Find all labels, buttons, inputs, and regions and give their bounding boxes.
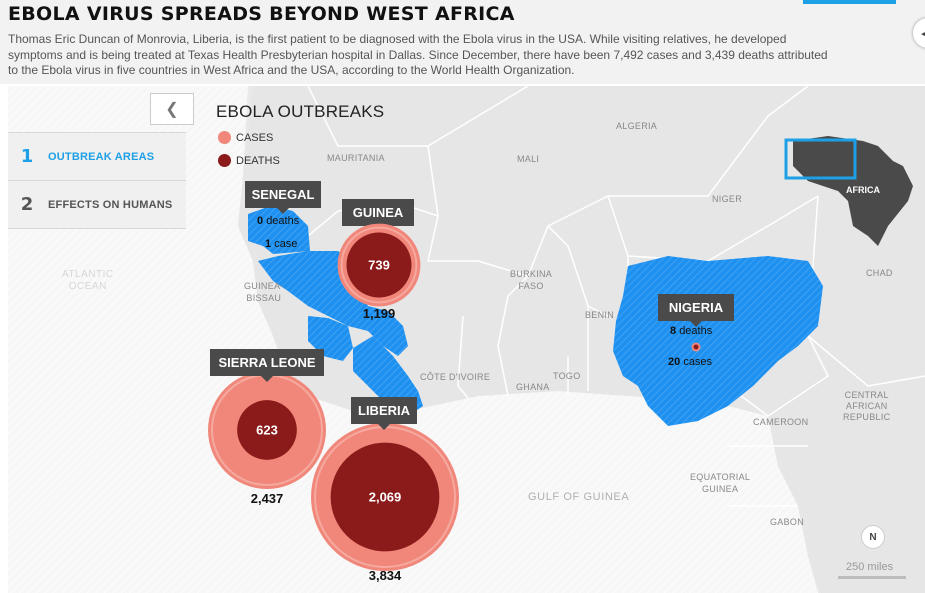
place-eq-guinea-line2: GUINEA — [701, 484, 739, 494]
sidebar-item-label: OUTBREAK AREAS — [48, 150, 155, 163]
africa-inset-highlight — [784, 138, 857, 180]
scale-label: 250 miles — [846, 561, 894, 573]
country-tag-nigeria[interactable]: NIGERIA — [658, 294, 734, 327]
cases-swatch — [218, 131, 231, 144]
sidebar-item-label: EFFECTS ON HUMANS — [48, 198, 173, 211]
legend-deaths-label: DEATHS — [236, 154, 280, 167]
place-equatorial-guinea: EQUATORIAL GUINEA — [690, 472, 750, 494]
country-tag-senegal[interactable]: SENEGAL — [245, 181, 321, 214]
place-burkina-line1: BURKINA — [510, 269, 553, 279]
guinea-deaths-bubble[interactable] — [346, 232, 412, 298]
sidebar-item-outbreak-areas[interactable]: 1 OUTBREAK AREAS — [8, 132, 186, 180]
country-tag-sierra-leone[interactable]: SIERRA LEONE — [210, 349, 324, 382]
sierra-leone-deaths-bubble[interactable] — [237, 400, 297, 460]
country-tag-liberia[interactable]: LIBERIA — [351, 397, 417, 430]
deaths-swatch — [218, 154, 231, 167]
share-icon: ◀ — [921, 27, 925, 40]
ocean-hatch — [8, 86, 818, 593]
place-atlantic-ocean: ATLANTIC OCEAN — [62, 269, 114, 293]
place-atlantic-line1: ATLANTIC — [62, 269, 114, 280]
liberia-deaths-label: 2,069 — [368, 489, 402, 505]
place-chad: CHAD — [866, 268, 893, 278]
place-benin: BENIN — [585, 310, 615, 320]
place-algeria: ALGERIA — [616, 121, 658, 131]
nigeria-cases: 20 cases — [668, 356, 712, 368]
north-arrow-icon: N — [861, 525, 885, 549]
place-guinea-bissau-line1: GUINEA- — [244, 281, 284, 291]
sidebar: 1 OUTBREAK AREAS 2 EFFECTS ON HUMANS — [8, 132, 186, 229]
guinea-shape — [258, 251, 408, 356]
place-atlantic-line2: OCEAN — [68, 281, 107, 292]
place-niger: NIGER — [712, 194, 743, 204]
page-title: EBOLA VIRUS SPREADS BEYOND WEST AFRICA — [8, 3, 515, 25]
senegal-deaths-value: 0 — [257, 215, 264, 227]
guinea-cases-ring — [340, 226, 418, 304]
nigeria-deaths: 8 deaths — [670, 325, 712, 337]
legend-cases: CASES — [218, 131, 273, 144]
header: EBOLA VIRUS SPREADS BEYOND WEST AFRICA T… — [0, 0, 925, 84]
place-central-african-republic: CENTRAL AFRICAN REPUBLIC — [843, 390, 890, 422]
legend-title: EBOLA OUTBREAKS — [216, 102, 385, 121]
place-burkina-line2: FASO — [518, 281, 544, 291]
africa-inset — [784, 136, 913, 246]
senegal-deaths-label: deaths — [266, 215, 300, 227]
share-button[interactable]: ◀ — [913, 18, 925, 48]
nigeria-deaths-label: deaths — [679, 325, 713, 337]
legend-cases-label: CASES — [236, 131, 274, 144]
liberia-cases-total: 3,834 — [368, 568, 402, 583]
sidebar-divider — [8, 228, 186, 229]
africa-inset-label: AFRICA — [846, 185, 880, 195]
place-eq-guinea-line1: EQUATORIAL — [690, 472, 751, 482]
africa-silhouette — [793, 136, 913, 246]
nigeria-cases-label: cases — [683, 356, 713, 368]
place-mali: MALI — [517, 154, 540, 164]
sidebar-item-number: 1 — [20, 146, 34, 167]
senegal-cases-value: 1 — [265, 238, 272, 250]
place-gabon: GABON — [770, 517, 805, 527]
place-cameroon: CAMEROON — [753, 417, 809, 427]
senegal-cases-label: case — [274, 238, 298, 250]
liberia-deaths-bubble[interactable] — [330, 442, 440, 552]
place-guinea-bissau-line2: BISSAU — [246, 293, 282, 303]
place-mauritania: MAURITANIA — [327, 153, 385, 163]
nigeria-cases-value: 20 — [668, 356, 681, 368]
place-gulf-of-guinea: GULF OF GUINEA — [528, 491, 630, 503]
sierra-leone-cases-total: 2,437 — [250, 491, 284, 506]
senegal-shape — [248, 206, 310, 254]
guinea-deaths-label: 739 — [368, 257, 390, 273]
sidebar-item-number: 2 — [20, 194, 34, 215]
place-guinea-bissau: GUINEA- BISSAU — [244, 281, 284, 303]
chevron-left-icon: ❮ — [165, 101, 179, 118]
place-car-line2: AFRICAN — [845, 401, 888, 411]
sierra-leone-deaths-label: 623 — [256, 422, 278, 438]
place-togo: TOGO — [553, 371, 581, 381]
place-cote-divoire: CÔTE D'IVOIRE — [420, 372, 491, 382]
place-car-line1: CENTRAL — [844, 390, 889, 400]
nigeria-deaths-value: 8 — [670, 325, 677, 337]
place-ghana: GHANA — [516, 382, 550, 392]
intro-text: Thomas Eric Duncan of Monrovia, Liberia,… — [8, 32, 828, 77]
guinea-cases-total: 1,199 — [362, 306, 396, 321]
scale-bar — [838, 576, 906, 579]
senegal-cases: 1 case — [265, 238, 297, 250]
sidebar-item-effects-on-humans[interactable]: 2 EFFECTS ON HUMANS — [8, 180, 186, 228]
place-burkina-faso: BURKINA FASO — [510, 269, 552, 291]
collapse-sidebar-button[interactable]: ❮ — [150, 93, 194, 125]
liberia-shape — [353, 336, 423, 416]
top-accent-bar — [803, 0, 896, 4]
legend-deaths: DEATHS — [218, 154, 280, 167]
nigeria-deaths-bubble[interactable] — [693, 344, 699, 350]
place-car-line3: REPUBLIC — [843, 412, 891, 422]
senegal-deaths: 0 deaths — [257, 215, 299, 227]
